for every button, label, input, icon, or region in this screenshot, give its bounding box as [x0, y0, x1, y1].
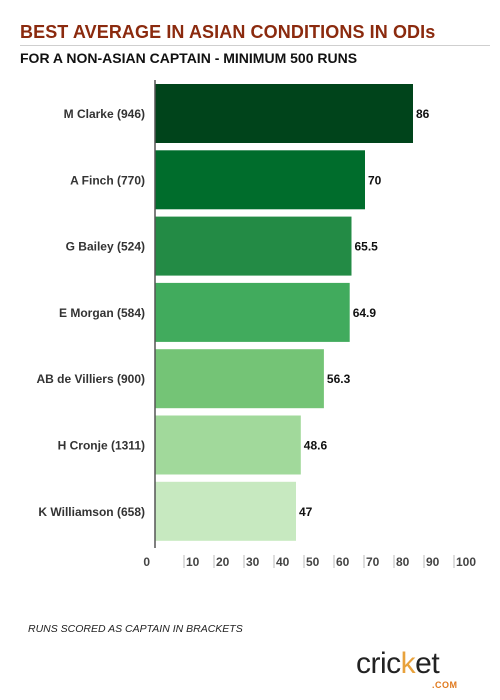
bar-chart: M Clarke (946) 86 A Finch (770) 70 G Bailey …	[37, 80, 476, 569]
footnote: RUNS SCORED AS CAPTAIN IN BRACKETS	[28, 623, 243, 635]
bar	[155, 481, 296, 541]
bar	[155, 282, 350, 342]
logo-domain: .COM	[432, 680, 458, 690]
data-label: 64.9	[353, 306, 377, 320]
data-label: 47	[299, 505, 313, 519]
data-label: 48.6	[304, 439, 328, 453]
x-tick-label: 50	[306, 555, 320, 569]
data-label: 56.3	[327, 372, 351, 386]
bar	[155, 349, 324, 409]
category-label: G Bailey (524)	[66, 240, 145, 254]
category-label: K Williamson (658)	[38, 505, 145, 519]
category-label: M Clarke (946)	[64, 107, 145, 121]
data-label: 70	[368, 173, 382, 187]
data-label: 86	[416, 107, 430, 121]
chart-subtitle: FOR A NON-ASIAN CAPTAIN - MINIMUM 500 RU…	[20, 50, 358, 66]
cricket-com-logo: cricket .COM	[356, 646, 496, 692]
x-tick-label: 80	[396, 555, 410, 569]
x-tick-label: 70	[366, 555, 380, 569]
x-tick-label: 90	[426, 555, 440, 569]
x-tick-label: 0	[143, 555, 150, 569]
title-divider	[20, 45, 490, 46]
category-label: H Cronje (1311)	[58, 439, 145, 453]
x-tick-label: 60	[336, 555, 350, 569]
category-label: E Morgan (584)	[59, 306, 145, 320]
bar	[155, 84, 413, 143]
bar	[155, 216, 352, 276]
x-tick-label: 100	[456, 555, 476, 569]
logo-wordmark: cricket	[356, 647, 440, 680]
data-label: 65.5	[355, 240, 379, 254]
chart-title: BEST AVERAGE IN ASIAN CONDITIONS IN ODIs	[20, 22, 436, 42]
bar	[155, 415, 301, 475]
bar	[155, 150, 365, 210]
x-tick-label: 10	[186, 555, 200, 569]
category-label: AB de Villiers (900)	[37, 372, 146, 386]
x-tick-label: 40	[276, 555, 290, 569]
x-tick-label: 30	[246, 555, 260, 569]
x-tick-label: 20	[216, 555, 230, 569]
category-label: A Finch (770)	[70, 173, 145, 187]
